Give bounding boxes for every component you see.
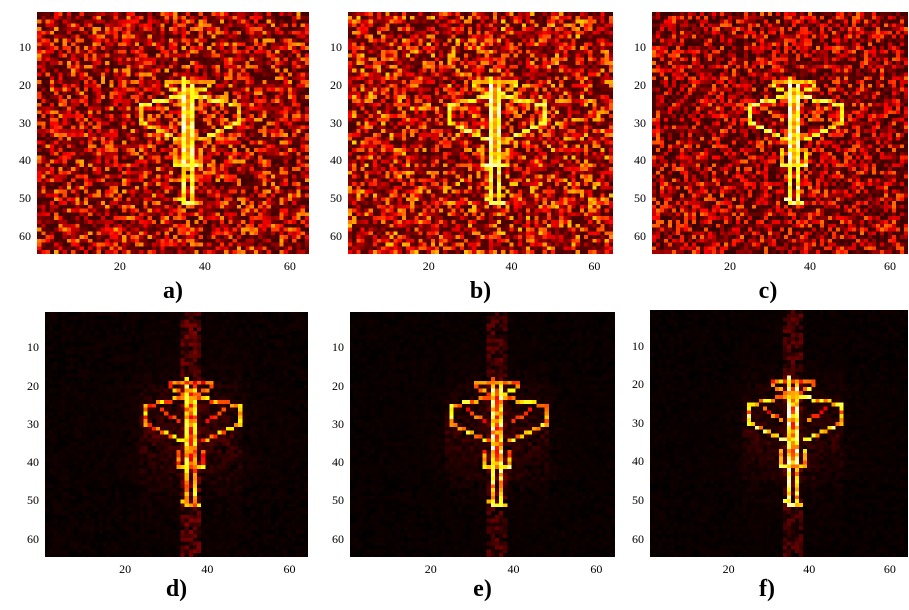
x-tick-label: 40 (499, 562, 529, 577)
y-tick-label: 20 (11, 379, 39, 394)
y-tick-label: 10 (616, 339, 644, 354)
heatmap-image (37, 12, 309, 254)
heatmap-svg (652, 12, 908, 254)
x-tick-label: 40 (794, 562, 824, 577)
heatmap-svg (348, 12, 613, 254)
x-tick-label: 60 (579, 259, 609, 274)
heatmap-image (652, 12, 908, 254)
y-tick-label: 30 (11, 417, 39, 432)
x-tick-label: 40 (497, 259, 527, 274)
y-tick-label: 30 (616, 416, 644, 431)
y-tick-label: 60 (11, 532, 39, 547)
y-tick-label: 10 (316, 340, 344, 355)
x-tick-label: 60 (275, 259, 305, 274)
y-tick-label: 50 (11, 493, 39, 508)
y-tick-label: 10 (618, 40, 646, 55)
x-tick-label: 40 (190, 259, 220, 274)
x-tick-label: 60 (875, 259, 905, 274)
x-tick-label: 20 (414, 259, 444, 274)
y-tick-label: 20 (3, 78, 31, 93)
heatmap-svg (650, 310, 908, 557)
panel-caption: a) (143, 278, 203, 305)
y-tick-label: 60 (618, 229, 646, 244)
x-tick-label: 20 (105, 259, 135, 274)
y-tick-label: 50 (618, 191, 646, 206)
y-tick-label: 40 (316, 455, 344, 470)
x-tick-label: 20 (714, 562, 744, 577)
y-tick-label: 10 (3, 40, 31, 55)
x-tick-label: 60 (275, 562, 305, 577)
y-tick-label: 10 (314, 40, 342, 55)
x-tick-label: 60 (875, 562, 905, 577)
y-tick-label: 40 (3, 153, 31, 168)
y-tick-label: 60 (3, 229, 31, 244)
heatmap-svg (45, 312, 308, 557)
y-tick-label: 30 (618, 116, 646, 131)
heatmap-svg (37, 12, 309, 254)
y-tick-label: 50 (3, 191, 31, 206)
y-tick-label: 40 (314, 153, 342, 168)
heatmap-image (45, 312, 308, 557)
heatmap-svg (350, 312, 615, 557)
y-tick-label: 10 (11, 340, 39, 355)
x-tick-label: 20 (715, 259, 745, 274)
y-tick-label: 40 (616, 454, 644, 469)
panel-caption: f) (737, 576, 797, 603)
y-tick-label: 20 (616, 377, 644, 392)
y-tick-label: 20 (314, 78, 342, 93)
heatmap-image (350, 312, 615, 557)
heatmap-image (650, 310, 908, 557)
y-tick-label: 60 (314, 229, 342, 244)
heatmap-image (348, 12, 613, 254)
y-tick-label: 30 (316, 417, 344, 432)
panel-caption: d) (147, 576, 207, 603)
y-tick-label: 50 (616, 493, 644, 508)
panel-caption: b) (451, 278, 511, 305)
panel-caption: e) (453, 576, 513, 603)
y-tick-label: 60 (616, 532, 644, 547)
y-tick-label: 20 (316, 379, 344, 394)
panel-caption: c) (738, 278, 798, 305)
x-tick-label: 60 (581, 562, 611, 577)
y-tick-label: 20 (618, 78, 646, 93)
x-tick-label: 20 (416, 562, 446, 577)
x-tick-label: 20 (110, 562, 140, 577)
y-tick-label: 30 (314, 116, 342, 131)
y-tick-label: 40 (11, 455, 39, 470)
y-tick-label: 50 (316, 493, 344, 508)
y-tick-label: 40 (618, 153, 646, 168)
y-tick-label: 50 (314, 191, 342, 206)
x-tick-label: 40 (192, 562, 222, 577)
y-tick-label: 30 (3, 116, 31, 131)
x-tick-label: 40 (795, 259, 825, 274)
y-tick-label: 60 (316, 532, 344, 547)
